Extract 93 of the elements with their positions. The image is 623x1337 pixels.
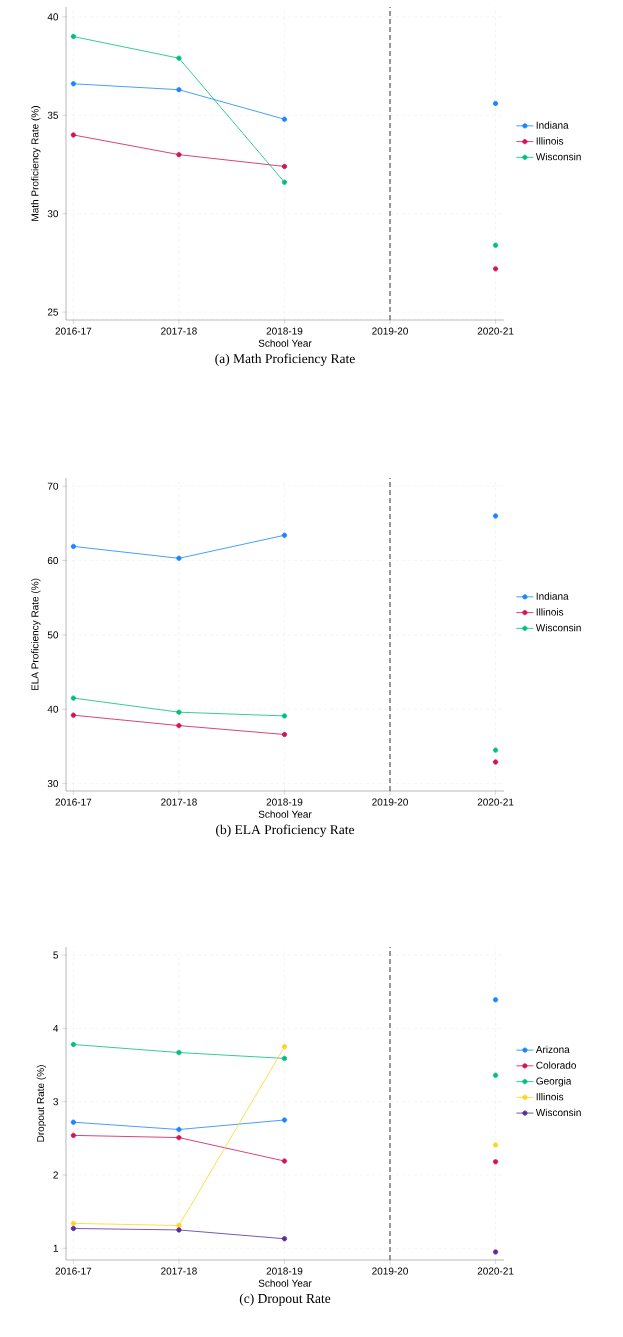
point (70, 1220, 76, 1226)
x-axis-title: School Year (258, 810, 312, 818)
point (70, 1119, 76, 1125)
x-tick-label: 2019-20 (372, 1267, 408, 1275)
legend-label: Illinois (536, 137, 564, 145)
point (492, 513, 499, 519)
point (281, 1055, 288, 1062)
point (70, 33, 76, 40)
point (492, 759, 499, 765)
point (176, 1227, 182, 1233)
y-tick-label: 50 (47, 631, 59, 639)
point (176, 87, 182, 93)
x-tick-label: 2018-19 (266, 1267, 303, 1275)
point (70, 695, 76, 701)
y-tick-label: 2 (53, 1171, 58, 1179)
text: (b) ELA Proficiency Rate (216, 824, 355, 837)
point (281, 713, 288, 719)
legend-label: Georgia (536, 1077, 572, 1087)
text: (a) Math Proficiency Rate (215, 353, 355, 366)
point (281, 731, 288, 738)
point (281, 1236, 288, 1242)
y-axis-title: Math Proficiency Rate (%) (31, 106, 41, 221)
y-tick-label: 5 (53, 951, 59, 959)
y-axis-title: ELA Proficiency Rate (%) (31, 578, 41, 691)
point (176, 722, 182, 729)
y-tick-label: 40 (47, 705, 59, 713)
point (492, 747, 499, 753)
text: (c) Dropout Rate (239, 1293, 331, 1306)
point (70, 543, 76, 550)
point (176, 1049, 182, 1056)
point (176, 152, 182, 158)
legend-label: Wisconsin (535, 152, 581, 161)
legend-label: Indiana (536, 121, 569, 129)
x-tick-label: 2016-17 (55, 798, 92, 806)
x-tick-label: 2020-21 (477, 798, 514, 806)
point (70, 712, 76, 718)
x-tick-label: 2019-20 (372, 327, 408, 335)
x-tick-label: 2017-18 (161, 327, 197, 335)
point (492, 1072, 499, 1078)
x-tick-label: 2019-20 (372, 798, 408, 806)
x-axis-title: School Year (258, 1279, 312, 1287)
x-tick-label: 2020-21 (477, 1267, 514, 1275)
point (176, 1134, 182, 1141)
legend-label: Wisconsin (535, 623, 581, 632)
x-tick-label: 2020-21 (477, 327, 514, 335)
point (281, 532, 288, 538)
y-axis-title: Dropout Rate (%) (36, 1065, 47, 1142)
y-tick-label: 35 (47, 111, 59, 119)
x-tick-label: 2018-19 (266, 327, 303, 335)
point (492, 1159, 499, 1165)
point (281, 179, 288, 185)
x-tick-label: 2017-18 (161, 798, 197, 806)
y-tick-label: 25 (47, 308, 59, 316)
x-tick-label: 2016-17 (55, 327, 92, 335)
y-tick-label: 4 (53, 1024, 59, 1032)
x-axis-title: School Year (258, 339, 312, 347)
legend-label: Arizona (535, 1045, 570, 1054)
point (492, 100, 499, 107)
y-tick-label: 3 (53, 1098, 59, 1106)
point (281, 1158, 288, 1164)
point (70, 132, 76, 138)
point (176, 55, 182, 61)
point (492, 266, 499, 272)
y-tick-label: 40 (47, 13, 59, 21)
legend-label: Indiana (536, 592, 569, 600)
point (281, 116, 288, 122)
legend-label: Colorado (536, 1061, 576, 1069)
x-tick-label: 2016-17 (55, 1267, 92, 1275)
point (176, 1126, 182, 1133)
x-tick-label: 2017-18 (161, 1267, 197, 1275)
point (70, 1225, 76, 1232)
point (281, 163, 288, 170)
point (176, 709, 182, 715)
y-tick-label: 30 (47, 780, 59, 788)
y-tick-label: 1 (53, 1244, 58, 1252)
point (70, 1132, 76, 1138)
point (492, 997, 499, 1003)
legend-label: Illinois (536, 608, 564, 616)
point (281, 1044, 288, 1050)
point (492, 1142, 499, 1148)
point (176, 1222, 182, 1229)
legend-label: Wisconsin (535, 1108, 581, 1117)
point (70, 81, 76, 87)
y-tick-label: 30 (47, 210, 59, 218)
legend-label: Illinois (536, 1092, 564, 1101)
point (70, 1041, 76, 1048)
point (492, 242, 499, 248)
point (492, 1249, 499, 1255)
point (176, 555, 182, 561)
point (281, 1117, 288, 1123)
x-tick-label: 2018-19 (266, 798, 303, 806)
y-tick-label: 70 (47, 482, 59, 490)
y-tick-label: 60 (47, 557, 59, 565)
